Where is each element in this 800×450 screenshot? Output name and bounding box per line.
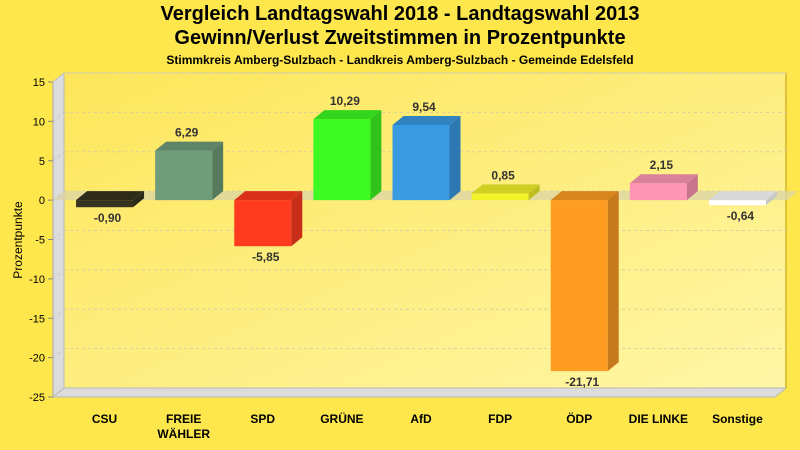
y-tick-label: -20 xyxy=(29,353,45,365)
x-tick-label: SPD xyxy=(250,412,275,426)
y-tick-label: 0 xyxy=(39,195,45,207)
grid-line-side xyxy=(52,151,65,162)
bar-front xyxy=(392,124,450,201)
y-tick-label: 5 xyxy=(39,156,45,168)
value-label: 6,29 xyxy=(175,126,199,140)
value-label: 0,85 xyxy=(491,168,515,182)
y-tick-label: 15 xyxy=(33,77,45,89)
y-tick-label: -5 xyxy=(35,235,45,247)
bar-front xyxy=(550,200,608,372)
y-axis-label: Prozentpunkte xyxy=(11,201,25,279)
bar-top xyxy=(629,174,698,184)
x-tick-label: GRÜNE xyxy=(320,411,363,426)
bar-front xyxy=(313,119,371,201)
grid-line-side xyxy=(52,269,65,280)
bar-afd xyxy=(392,115,461,201)
value-label: -21,71 xyxy=(565,375,599,389)
bar-front xyxy=(234,200,292,247)
bar-front xyxy=(155,150,213,201)
bar-top xyxy=(550,191,619,201)
x-tick-label: Sonstige xyxy=(712,412,763,426)
bar-fdp xyxy=(471,184,540,201)
bar-csu xyxy=(76,191,145,208)
bar-top xyxy=(471,184,540,194)
bar-top xyxy=(234,191,303,201)
bar-grüne xyxy=(313,110,382,201)
x-tick-label: FDP xyxy=(488,412,512,426)
value-label: -0,64 xyxy=(727,209,755,223)
y-tick-label: -10 xyxy=(29,274,45,286)
x-tick-label: ÖDP xyxy=(566,411,592,426)
bar-side xyxy=(686,174,698,201)
bar-ödp xyxy=(550,191,619,372)
grid-line-side xyxy=(52,72,65,83)
chart-title: Vergleich Landtagswahl 2018 - Landtagswa… xyxy=(160,3,640,25)
bar-side xyxy=(528,184,540,201)
x-tick-label: DIE LINKE xyxy=(629,412,688,426)
value-labels: -0,90 6,29 -5,85 10,29 9,54 0,85 -21,71 2,15 -0,… xyxy=(94,94,755,389)
bar-front xyxy=(708,200,766,206)
y-tick-label: -15 xyxy=(29,313,45,325)
x-tick-label: CSU xyxy=(92,412,117,426)
y-tick-label: -25 xyxy=(29,392,45,404)
bar-die linke xyxy=(629,174,698,201)
x-tick-label: FREIE xyxy=(166,412,201,426)
bar-top xyxy=(76,191,145,201)
bars xyxy=(76,110,777,372)
x-tick-label: WÄHLER xyxy=(157,426,210,441)
bar-side xyxy=(449,115,461,201)
x-tick-label: AfD xyxy=(410,412,432,426)
bar-side xyxy=(212,141,224,201)
bar-top xyxy=(392,115,461,125)
grid-line-side xyxy=(52,230,65,240)
bar-sonstige xyxy=(708,191,777,206)
value-label: 9,54 xyxy=(412,100,436,114)
bar-front xyxy=(471,193,529,201)
grid-line-side xyxy=(52,111,65,122)
y-tick-label: 10 xyxy=(33,116,45,128)
bar-side xyxy=(607,191,619,372)
grid-line-side xyxy=(52,308,65,319)
bar-top xyxy=(708,191,777,201)
bar-side xyxy=(133,191,145,208)
value-label: 2,15 xyxy=(650,158,674,172)
chart-subtitle: Gewinn/Verlust Zweitstimmen in Prozentpu… xyxy=(174,27,626,49)
bar-front xyxy=(629,183,687,201)
bar-top xyxy=(313,110,382,120)
bar-freie-wähler xyxy=(155,141,224,201)
y-axis-ticks: 15 10 5 0 -5 -10 -15 -20 -25 xyxy=(29,77,54,404)
chart-subtitle-region: Stimmkreis Amberg-Sulzbach - Landkreis A… xyxy=(166,53,634,67)
bar-front xyxy=(76,200,134,208)
bar-top xyxy=(155,141,224,151)
bar-side xyxy=(370,110,382,201)
bar-side xyxy=(765,191,777,206)
value-label: 10,29 xyxy=(330,94,360,108)
grid-line-side xyxy=(52,348,65,359)
floor xyxy=(51,387,788,398)
bar-spd xyxy=(234,191,303,247)
bar-side xyxy=(291,191,303,247)
value-label: -0,90 xyxy=(94,211,122,225)
value-label: -5,85 xyxy=(252,250,280,264)
